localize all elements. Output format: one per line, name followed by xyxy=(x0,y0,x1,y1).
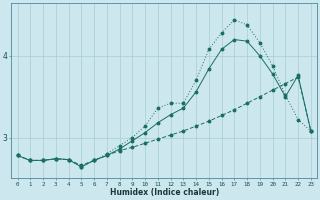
X-axis label: Humidex (Indice chaleur): Humidex (Indice chaleur) xyxy=(109,188,219,197)
